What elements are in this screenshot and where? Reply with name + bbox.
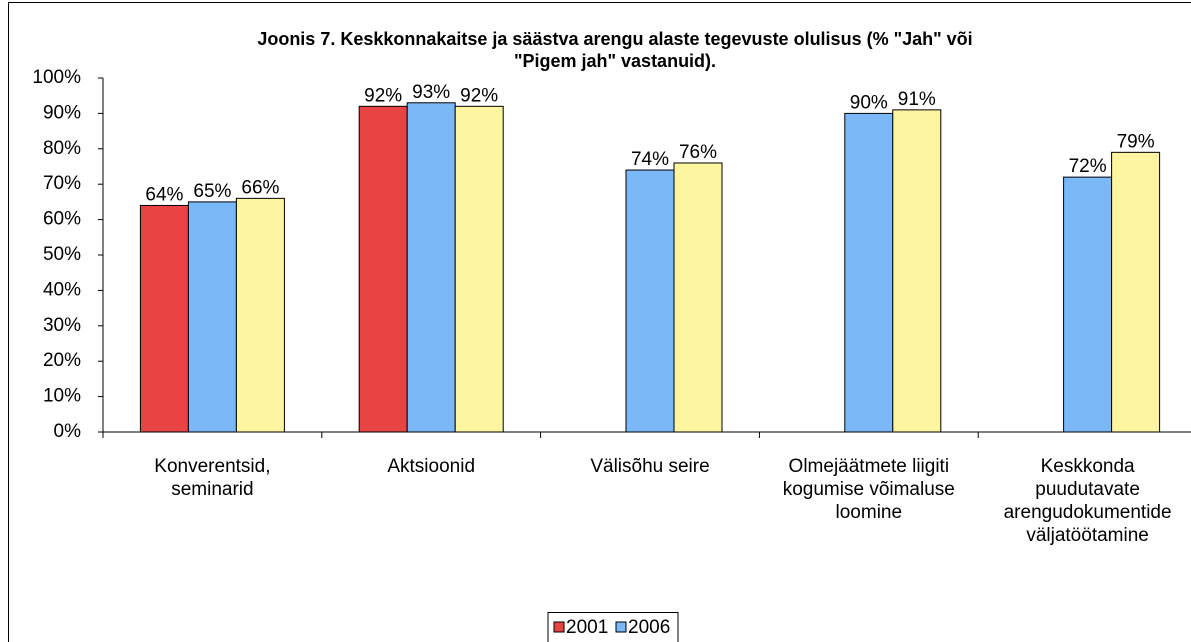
y-tick-label: 0% (54, 421, 82, 442)
legend-box (547, 612, 679, 642)
bar (454, 105, 504, 433)
x-tick-label: Olmejäätmete liigiti kogumise võimaluse lo… (783, 456, 955, 523)
value-label: 76% (679, 142, 717, 163)
y-tick-label: 40% (43, 279, 81, 300)
y-tick-label: 10% (43, 386, 81, 407)
y-tick-label: 30% (43, 315, 81, 336)
bar (673, 162, 723, 433)
bar (625, 169, 675, 433)
y-tick-label: 20% (43, 350, 81, 371)
bar (187, 201, 237, 433)
value-label: 66% (241, 177, 279, 198)
bar (1063, 176, 1113, 433)
value-label: 65% (193, 181, 231, 202)
bar (235, 197, 285, 433)
x-tick-label: Välisõhu seire (590, 456, 709, 477)
y-tick-label: 90% (43, 102, 81, 123)
value-label: 92% (460, 85, 498, 106)
y-tick-label: 80% (43, 138, 81, 159)
bar (139, 204, 189, 433)
y-tick-label: 50% (43, 244, 81, 265)
legend-swatch (553, 621, 565, 633)
x-tick-label: Aktsioonid (387, 456, 475, 477)
value-label: 92% (364, 85, 402, 106)
y-tick-label: 60% (43, 209, 81, 230)
bar (1111, 151, 1161, 433)
bar (406, 102, 456, 433)
value-label: 72% (1069, 156, 1107, 177)
value-label: 64% (145, 184, 183, 205)
value-label: 91% (898, 89, 936, 110)
value-label: 93% (412, 82, 450, 103)
legend-swatch (615, 621, 627, 633)
x-tick-label: Konverentsid, seminarid (154, 456, 270, 500)
x-tick-label: Keskkonda puudutavate arengudokumentide väl… (1004, 456, 1172, 546)
y-tick-label: 100% (32, 67, 81, 88)
bar (892, 109, 942, 433)
chart-title: Joonis 7. Keskkonnakaitse ja säästva are… (257, 29, 972, 71)
legend-label: 2006 (628, 617, 670, 638)
value-label: 79% (1117, 131, 1155, 152)
bar (844, 112, 894, 433)
value-label: 90% (850, 92, 888, 113)
y-tick-label: 70% (43, 173, 81, 194)
bar (358, 105, 408, 433)
value-label: 74% (631, 149, 669, 170)
legend-label: 2001 (566, 617, 608, 638)
